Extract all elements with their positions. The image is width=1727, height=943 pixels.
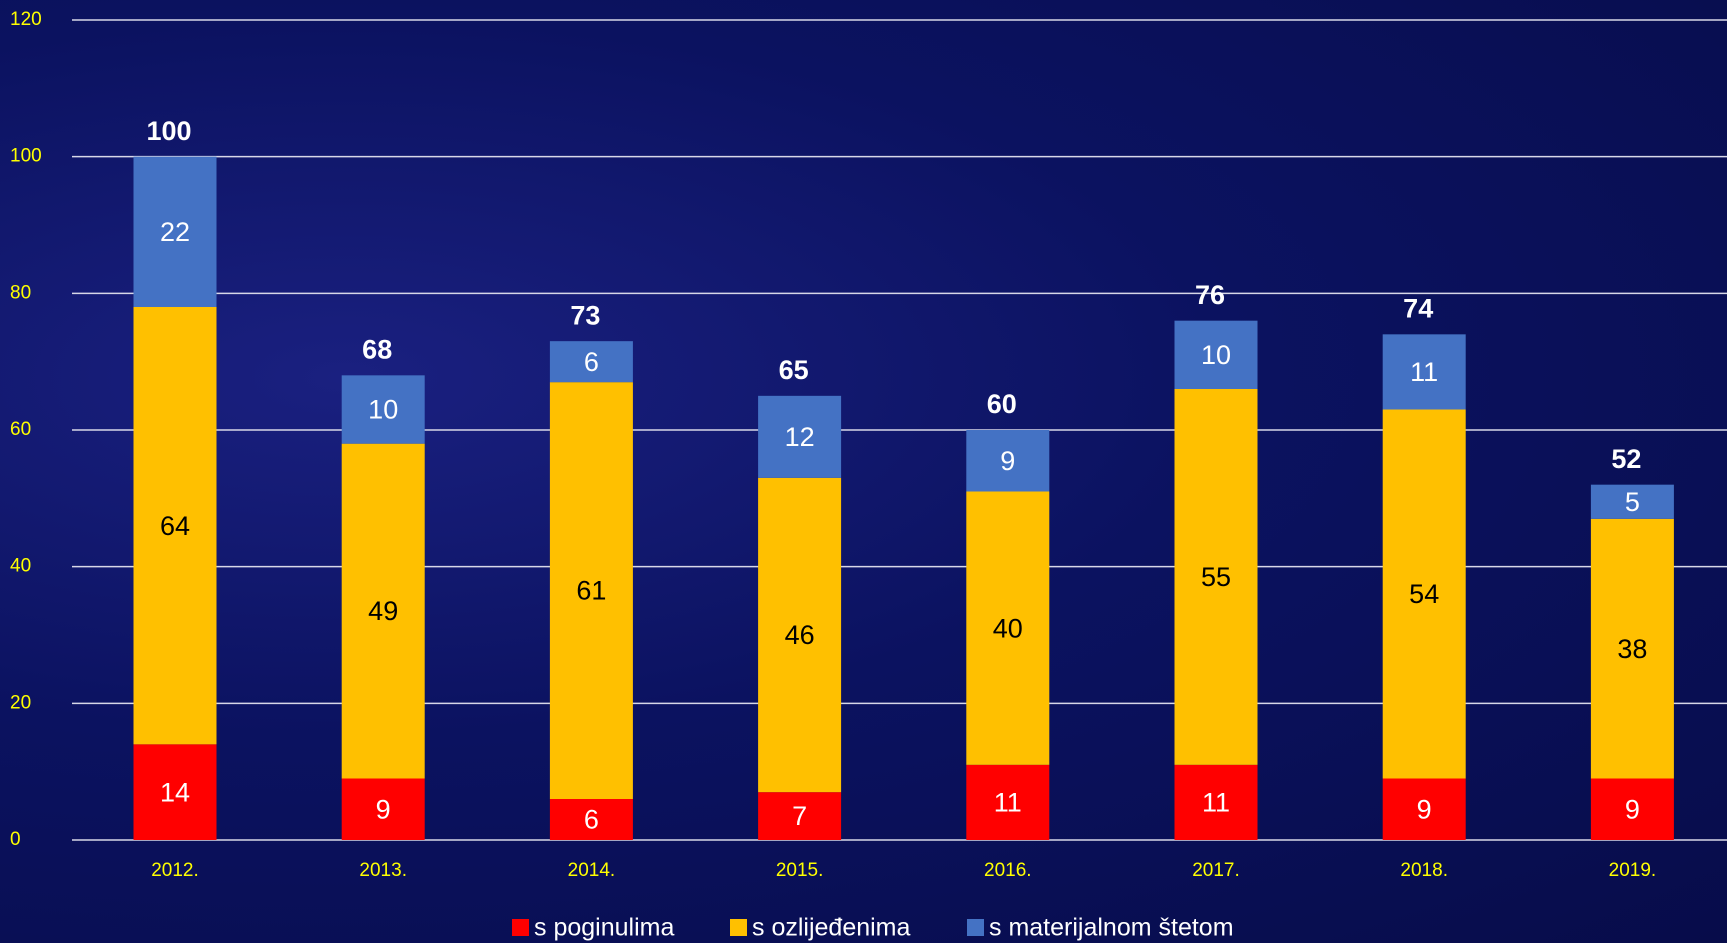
bar-segment (549, 382, 633, 799)
total-label: 60 (987, 389, 1017, 419)
data-label: 7 (792, 801, 807, 831)
data-label: 38 (1617, 634, 1647, 664)
data-label: 5 (1625, 487, 1640, 517)
data-label: 9 (1625, 794, 1640, 824)
data-label: 40 (993, 613, 1023, 643)
bar-segment (1174, 764, 1258, 840)
x-tick-label: 2017. (1192, 860, 1240, 881)
y-tick-label: 80 (10, 282, 31, 303)
data-label: 49 (368, 596, 398, 626)
data-label: 9 (1000, 446, 1015, 476)
bar-segment (341, 443, 425, 779)
data-label: 22 (160, 217, 190, 247)
y-tick-label: 120 (10, 9, 42, 30)
data-label: 10 (368, 395, 398, 425)
bar-segment (1590, 484, 1674, 519)
legend-swatch (512, 919, 529, 936)
total-label: 74 (1403, 293, 1433, 323)
bar-segment (1382, 334, 1466, 410)
legend-swatch (967, 919, 984, 936)
y-tick-label: 0 (10, 829, 21, 850)
bar-segment (1590, 778, 1674, 840)
data-label: 10 (1201, 340, 1231, 370)
data-label: 61 (576, 576, 606, 606)
total-label: 68 (362, 334, 392, 364)
legend-label: s ozlijeđenima (752, 914, 911, 942)
bar-segment (1174, 389, 1258, 765)
total-label: 52 (1611, 444, 1641, 474)
bar-segment (966, 491, 1050, 765)
data-label: 6 (584, 347, 599, 377)
x-tick-label: 2013. (359, 860, 407, 881)
bar-segment (341, 375, 425, 444)
data-label: 11 (1202, 788, 1230, 818)
x-tick-label: 2016. (984, 860, 1032, 881)
bar-segment (133, 156, 217, 307)
data-label: 54 (1409, 579, 1439, 609)
bar-segment (1590, 518, 1674, 779)
data-label: 11 (994, 788, 1022, 818)
data-label: 9 (1417, 794, 1432, 824)
bar-segment (758, 477, 842, 793)
x-tick-label: 2018. (1400, 860, 1448, 881)
data-label: 12 (785, 422, 815, 452)
bar-segment (1174, 320, 1258, 389)
total-label: 76 (1195, 280, 1225, 310)
x-tick-label: 2015. (776, 860, 824, 881)
bar-segment (133, 744, 217, 840)
bar-segment (1382, 778, 1466, 840)
data-label: 64 (160, 511, 190, 541)
bar-segment (1382, 409, 1466, 779)
y-tick-label: 100 (10, 146, 42, 167)
y-tick-label: 20 (10, 692, 31, 713)
bar-segment (549, 799, 633, 840)
y-tick-label: 60 (10, 419, 31, 440)
data-label: 55 (1201, 562, 1231, 592)
x-tick-label: 2012. (151, 860, 199, 881)
data-label: 14 (160, 777, 190, 807)
data-label: 46 (785, 620, 815, 650)
bar-segment (133, 307, 217, 745)
bar-segment (549, 341, 633, 383)
legend-swatch (730, 919, 747, 936)
legend-label: s poginulima (534, 914, 674, 942)
y-tick-label: 40 (10, 556, 31, 577)
bar-segment (758, 792, 842, 840)
total-label: 73 (570, 300, 600, 330)
data-label: 11 (1410, 357, 1438, 387)
bar-segment (966, 764, 1050, 840)
x-tick-label: 2014. (568, 860, 616, 881)
bar-segment (341, 778, 425, 840)
x-tick-label: 2019. (1609, 860, 1657, 881)
total-label: 65 (779, 355, 809, 385)
bar-segment (758, 395, 842, 478)
bar-segment (966, 430, 1050, 492)
legend-label: s materijalnom štetom (989, 914, 1234, 942)
data-label: 6 (584, 805, 599, 835)
data-label: 9 (376, 794, 391, 824)
total-label: 100 (146, 116, 191, 146)
